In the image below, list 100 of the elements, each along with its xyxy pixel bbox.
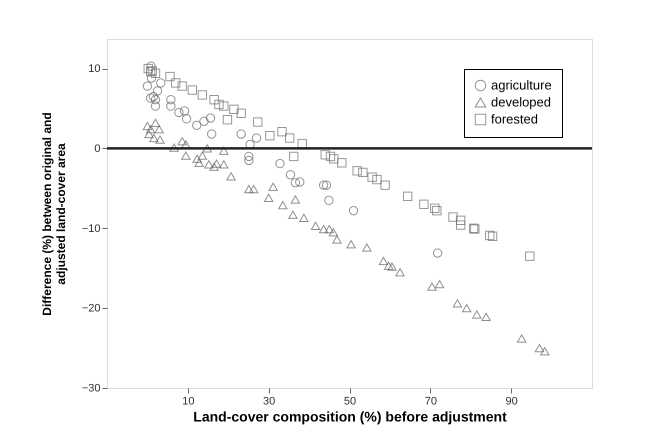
- point: [456, 220, 466, 230]
- point: [346, 240, 356, 248]
- point: [226, 172, 236, 180]
- point: [219, 160, 228, 169]
- point: [149, 134, 159, 142]
- point: [275, 158, 285, 168]
- point: [432, 206, 442, 216]
- point: [540, 347, 550, 356]
- point: [236, 108, 246, 118]
- point: [142, 81, 152, 91]
- point: [362, 243, 372, 252]
- point: [146, 67, 156, 76]
- point: [177, 137, 187, 146]
- point: [204, 160, 214, 169]
- point: [427, 282, 437, 291]
- point: [403, 192, 412, 202]
- point: [244, 152, 254, 162]
- point: [202, 144, 212, 153]
- y-tick-label: 10: [88, 63, 100, 76]
- point: [206, 113, 216, 123]
- point: [318, 224, 328, 234]
- legend-label: agriculture: [491, 78, 552, 92]
- point: [367, 172, 377, 182]
- point: [144, 64, 153, 74]
- point: [328, 228, 338, 236]
- point: [372, 174, 382, 184]
- point: [288, 210, 298, 219]
- point: [206, 129, 216, 139]
- point: [152, 86, 162, 96]
- y-tick-label: −20: [82, 302, 100, 315]
- y-tick-label: −30: [82, 382, 100, 394]
- point: [268, 182, 278, 191]
- x-tick-label: 30: [263, 396, 276, 408]
- x-tick-label: 70: [424, 396, 437, 408]
- y-tick-label: 0: [94, 142, 100, 155]
- point: [188, 85, 197, 95]
- point: [146, 73, 156, 83]
- point: [295, 177, 304, 187]
- point: [198, 151, 208, 160]
- point: [534, 344, 544, 352]
- legend-label: developed: [491, 94, 551, 110]
- point: [142, 122, 152, 130]
- point: [430, 204, 440, 213]
- point: [352, 166, 362, 176]
- point: [324, 224, 334, 234]
- point: [209, 95, 219, 104]
- point: [150, 118, 160, 127]
- point: [165, 72, 175, 82]
- point: [229, 104, 239, 114]
- point: [358, 168, 368, 178]
- point: [452, 299, 462, 308]
- point: [419, 200, 429, 209]
- point: [146, 125, 156, 134]
- point: [299, 214, 309, 222]
- point: [434, 280, 444, 288]
- point: [320, 150, 330, 160]
- point: [146, 93, 156, 103]
- point: [326, 152, 336, 162]
- point: [209, 162, 219, 171]
- point: [324, 196, 334, 205]
- point: [277, 126, 287, 136]
- point: [177, 81, 187, 91]
- point: [432, 248, 442, 258]
- point: [182, 114, 192, 124]
- point: [462, 304, 472, 312]
- point: [214, 100, 224, 110]
- point: [286, 170, 296, 180]
- point: [146, 61, 156, 71]
- point: [380, 180, 390, 190]
- point: [516, 334, 526, 343]
- point: [249, 185, 258, 194]
- point: [252, 133, 262, 143]
- point: [322, 180, 332, 190]
- point: [150, 101, 160, 111]
- point: [169, 143, 179, 152]
- point: [194, 158, 204, 167]
- point: [150, 95, 160, 104]
- point: [456, 216, 466, 225]
- x-tick-label: 90: [506, 396, 518, 408]
- point: [150, 68, 160, 78]
- point: [156, 78, 166, 88]
- point: [144, 130, 154, 138]
- point: [285, 133, 294, 143]
- point: [289, 152, 298, 162]
- point: [337, 158, 347, 168]
- point: [481, 312, 491, 322]
- x-tick-label: 50: [344, 396, 356, 408]
- point: [181, 151, 190, 160]
- point: [236, 129, 246, 139]
- point: [219, 101, 228, 111]
- legend-label: forested: [491, 112, 538, 126]
- point: [448, 212, 458, 222]
- point: [488, 232, 498, 241]
- point: [166, 101, 176, 111]
- point: [198, 90, 208, 100]
- point: [332, 235, 342, 244]
- point: [387, 262, 397, 271]
- point: [525, 252, 534, 261]
- y-axis-title: Difference (%) between original and adjusted land-cover area: [40, 112, 68, 316]
- point: [395, 268, 405, 276]
